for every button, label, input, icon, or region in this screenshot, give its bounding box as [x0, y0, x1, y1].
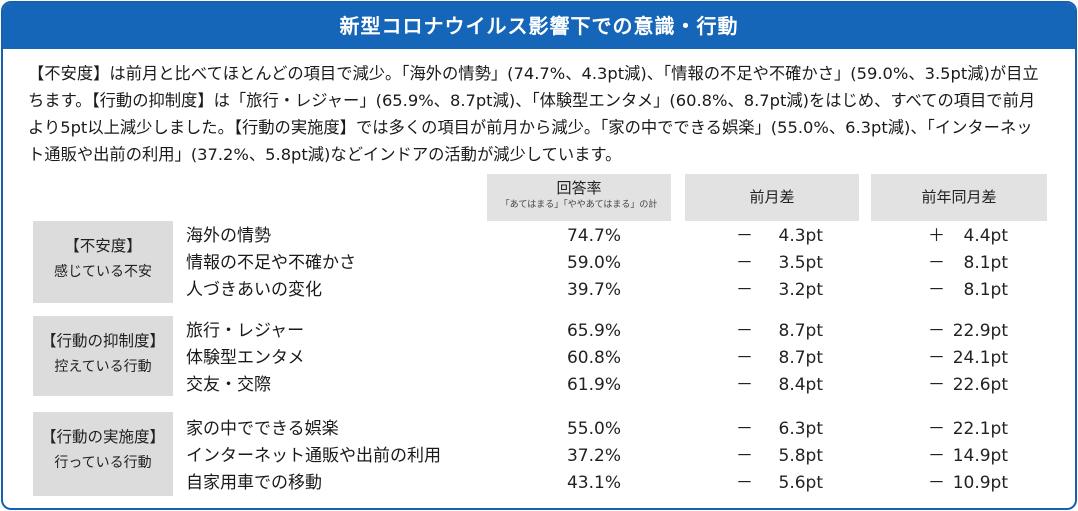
table-row: 人づきあいの変化 39.7% － 3.2pt － 8.1pt [3, 277, 1075, 304]
row-yoy-sign: － [928, 473, 945, 493]
row-yoy: 8.1pt [963, 280, 1009, 300]
row-mom-sign: － [736, 419, 753, 439]
row-mom: 8.7pt [778, 321, 824, 341]
row-rate: 59.0% [566, 253, 621, 273]
row-mom: 3.2pt [778, 280, 824, 300]
table-row: 交友・交際 61.9% － 8.4pt － 22.6pt [3, 372, 1075, 399]
row-mom-sign: － [736, 473, 753, 493]
header-rate-label: 回答率 [556, 179, 602, 197]
row-yoy: 8.1pt [963, 253, 1009, 273]
row-mom-sign: － [736, 253, 753, 273]
table-row: 自家用車での移動 43.1% － 5.6pt － 10.9pt [3, 470, 1075, 497]
row-item: 自家用車での移動 [186, 473, 322, 493]
row-rate: 60.8% [566, 348, 621, 368]
row-mom: 6.3pt [778, 419, 824, 439]
category-title: 【行動の抑制度】 [40, 332, 165, 350]
category-title: 【行動の実施度】 [40, 428, 165, 446]
table-row: 旅行・レジャー 65.9% － 8.7pt － 22.9pt [3, 318, 1075, 345]
category-action: 【行動の実施度】 行っている行動 [33, 412, 173, 496]
table-row: 家の中でできる娯楽 55.0% － 6.3pt － 22.1pt [3, 416, 1075, 443]
row-yoy-sign: － [928, 253, 945, 273]
category-subtitle: 控えている行動 [54, 359, 152, 375]
row-yoy-sign: － [928, 280, 945, 300]
row-mom-sign: － [736, 348, 753, 368]
category-restraint: 【行動の抑制度】 控えている行動 [33, 316, 173, 396]
panel-title: 新型コロナウイルス影響下での意識・行動 [3, 3, 1075, 49]
header-rate-note: 「あてはまる」「ややあてはまる」の計 [500, 200, 658, 210]
row-yoy: 24.1pt [952, 348, 1008, 368]
table-row: 海外の情勢 74.7% － 4.3pt ＋ 4.4pt [3, 223, 1075, 250]
header-month-diff: 前月差 [685, 174, 859, 221]
category-title: 【不安度】 [64, 237, 142, 255]
row-yoy-sign: － [928, 446, 945, 466]
row-mom-sign: － [736, 446, 753, 466]
row-item: インターネット通販や出前の利用 [186, 446, 441, 466]
row-mom: 8.4pt [778, 375, 824, 395]
row-mom: 5.8pt [778, 446, 824, 466]
row-item: 情報の不足や不確かさ [186, 253, 356, 273]
row-item: 交友・交際 [186, 375, 271, 395]
row-rate: 61.9% [566, 375, 621, 395]
intro-text: 【不安度】は前月と比べてほとんどの項目で減少。「海外の情勢」(74.7%、4.3… [28, 64, 1039, 164]
table-row: インターネット通販や出前の利用 37.2% － 5.8pt － 14.9pt [3, 443, 1075, 470]
row-item: 体験型エンタメ [186, 348, 305, 368]
row-rate: 43.1% [566, 473, 621, 493]
row-yoy-sign: － [928, 419, 945, 439]
row-mom: 3.5pt [778, 253, 824, 273]
row-yoy: 22.1pt [952, 419, 1008, 439]
table-row: 体験型エンタメ 60.8% － 8.7pt － 24.1pt [3, 345, 1075, 372]
row-yoy: 10.9pt [952, 473, 1008, 493]
row-yoy-sign: ＋ [928, 226, 945, 246]
row-rate: 65.9% [566, 321, 621, 341]
row-rate: 37.2% [566, 446, 621, 466]
row-yoy-sign: － [928, 375, 945, 395]
table-row: 情報の不足や不確かさ 59.0% － 3.5pt － 8.1pt [3, 250, 1075, 277]
category-subtitle: 行っている行動 [54, 455, 152, 471]
row-rate: 74.7% [566, 226, 621, 246]
row-mom-sign: － [736, 280, 753, 300]
row-item: 旅行・レジャー [186, 321, 305, 341]
row-item: 海外の情勢 [186, 226, 271, 246]
row-mom-sign: － [736, 226, 753, 246]
row-yoy: 4.4pt [963, 226, 1009, 246]
row-mom-sign: － [736, 375, 753, 395]
row-item: 人づきあいの変化 [186, 280, 322, 300]
header-year-diff: 前年同月差 [871, 174, 1047, 221]
row-mom: 4.3pt [778, 226, 824, 246]
row-item: 家の中でできる娯楽 [186, 419, 339, 439]
row-mom-sign: － [736, 321, 753, 341]
row-mom: 8.7pt [778, 348, 824, 368]
category-subtitle: 感じている不安 [54, 264, 152, 280]
row-rate: 55.0% [566, 419, 621, 439]
row-yoy-sign: － [928, 321, 945, 341]
header-response-rate: 回答率 「あてはまる」「ややあてはまる」の計 [487, 174, 671, 221]
row-mom: 5.6pt [778, 473, 824, 493]
row-yoy-sign: － [928, 348, 945, 368]
row-yoy: 22.9pt [952, 321, 1008, 341]
row-rate: 39.7% [566, 280, 621, 300]
row-yoy: 14.9pt [952, 446, 1008, 466]
category-anxiety: 【不安度】 感じている不安 [33, 221, 173, 303]
row-yoy: 22.6pt [952, 375, 1008, 395]
